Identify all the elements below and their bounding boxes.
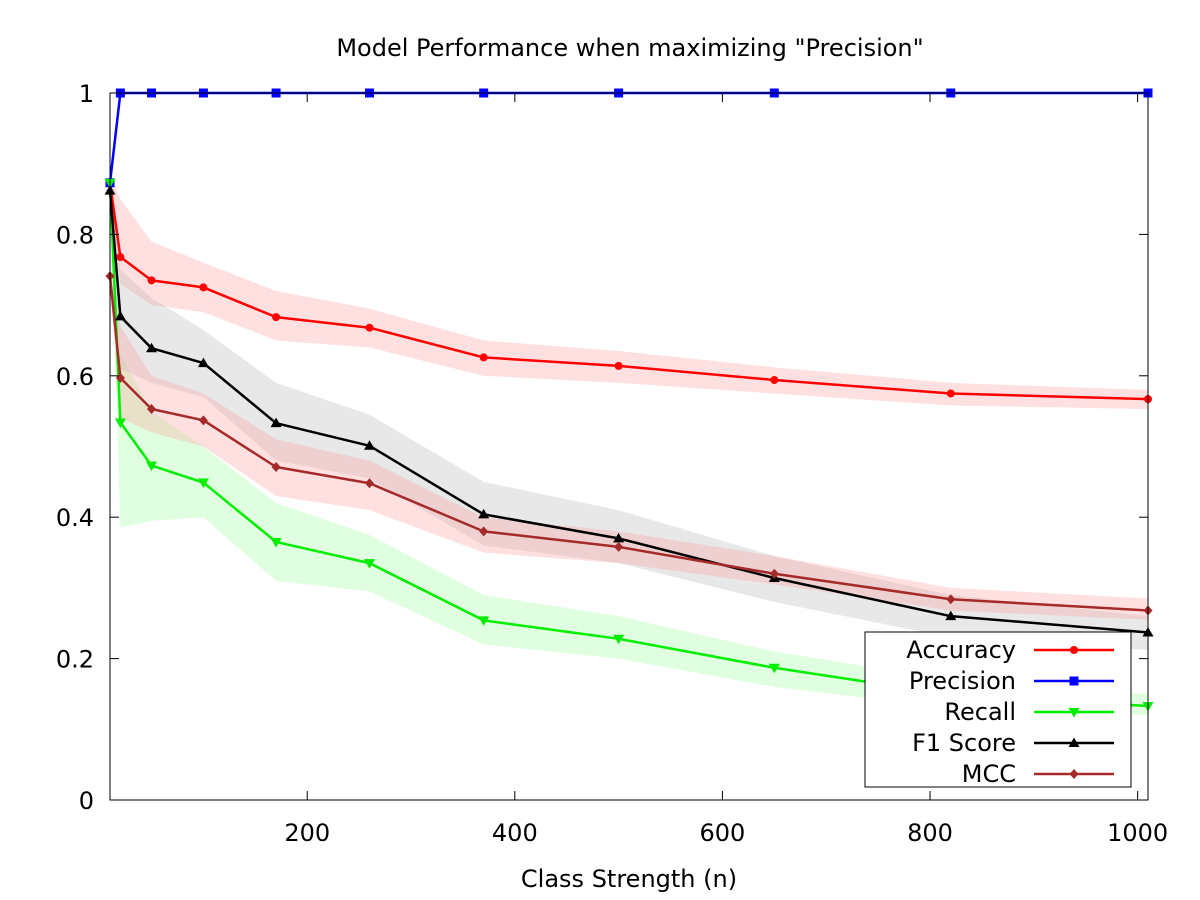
point-f1-score <box>114 310 126 321</box>
y-tick-label: 0.4 <box>56 504 94 532</box>
point-mcc <box>769 568 779 579</box>
legend-box <box>864 631 1132 788</box>
point-mcc <box>271 462 281 473</box>
point-mcc <box>365 478 374 489</box>
x-tick-label: 800 <box>907 819 953 847</box>
point-accuracy <box>479 353 488 362</box>
point-f1-score <box>945 610 957 621</box>
point-mcc <box>198 415 208 426</box>
y-tick-label: 0 <box>79 787 94 815</box>
legend-label-recall: Recall <box>944 698 1016 726</box>
band-f1-score <box>110 181 1148 651</box>
legend-marker-recall <box>1068 708 1080 718</box>
legend-label-accuracy: Accuracy <box>906 636 1016 664</box>
band-recall <box>110 174 1148 716</box>
point-mcc <box>946 594 956 605</box>
x-axis-ticks: 200 400 600 800 1000 <box>284 93 1168 847</box>
point-f1-score <box>364 440 375 450</box>
point-mcc <box>479 526 489 537</box>
point-accuracy <box>614 361 623 370</box>
point-recall <box>114 418 126 428</box>
point-f1-score <box>478 508 490 519</box>
point-f1-score <box>270 417 282 428</box>
plot-frame <box>109 92 1149 801</box>
y-tick-label: 0.6 <box>56 363 94 391</box>
point-recall <box>613 634 625 645</box>
legend-marker-accuracy <box>1070 646 1078 654</box>
point-recall <box>478 616 490 626</box>
point-accuracy <box>770 376 779 385</box>
legend-marker-f1-score <box>1068 737 1080 747</box>
legend-label-f1-score: F1 Score <box>912 729 1016 757</box>
y-tick-label: 0.2 <box>56 646 94 674</box>
point-f1-score <box>146 342 158 353</box>
legend-label-precision: Precision <box>909 667 1016 695</box>
legend-label-mcc: MCC <box>962 760 1016 788</box>
x-tick-label: 1000 <box>1107 819 1168 847</box>
legend: Accuracy Precision Recall F1 Score MCC <box>864 631 1132 788</box>
point-recall <box>146 461 158 472</box>
point-mcc <box>614 541 624 552</box>
y-tick-label: 1 <box>79 80 94 108</box>
band-accuracy <box>110 174 1148 410</box>
point-accuracy <box>946 389 955 398</box>
point-accuracy <box>147 276 156 285</box>
y-axis-ticks: 0 0.2 0.4 0.6 0.8 1 <box>56 80 1148 815</box>
line-precision <box>108 91 1148 183</box>
chart-title: Model Performance when maximizing "Preci… <box>336 34 923 62</box>
point-accuracy <box>365 323 374 332</box>
point-recall <box>197 478 209 489</box>
legend-marker-mcc <box>1069 769 1079 779</box>
x-axis-label: Class Strength (n) <box>521 865 737 893</box>
point-accuracy <box>272 313 281 322</box>
y-tick-label: 0.8 <box>56 221 94 249</box>
x-tick-label: 600 <box>700 819 746 847</box>
point-recall <box>364 559 375 569</box>
point-accuracy <box>116 253 125 262</box>
legend-marker-precision <box>1069 676 1079 686</box>
point-recall <box>768 663 780 674</box>
point-recall <box>270 537 282 548</box>
x-tick-label: 400 <box>492 819 538 847</box>
point-f1-score <box>197 357 209 368</box>
point-mcc <box>147 404 157 415</box>
point-accuracy <box>199 283 208 292</box>
x-tick-label: 200 <box>284 819 330 847</box>
point-f1-score <box>613 532 625 543</box>
